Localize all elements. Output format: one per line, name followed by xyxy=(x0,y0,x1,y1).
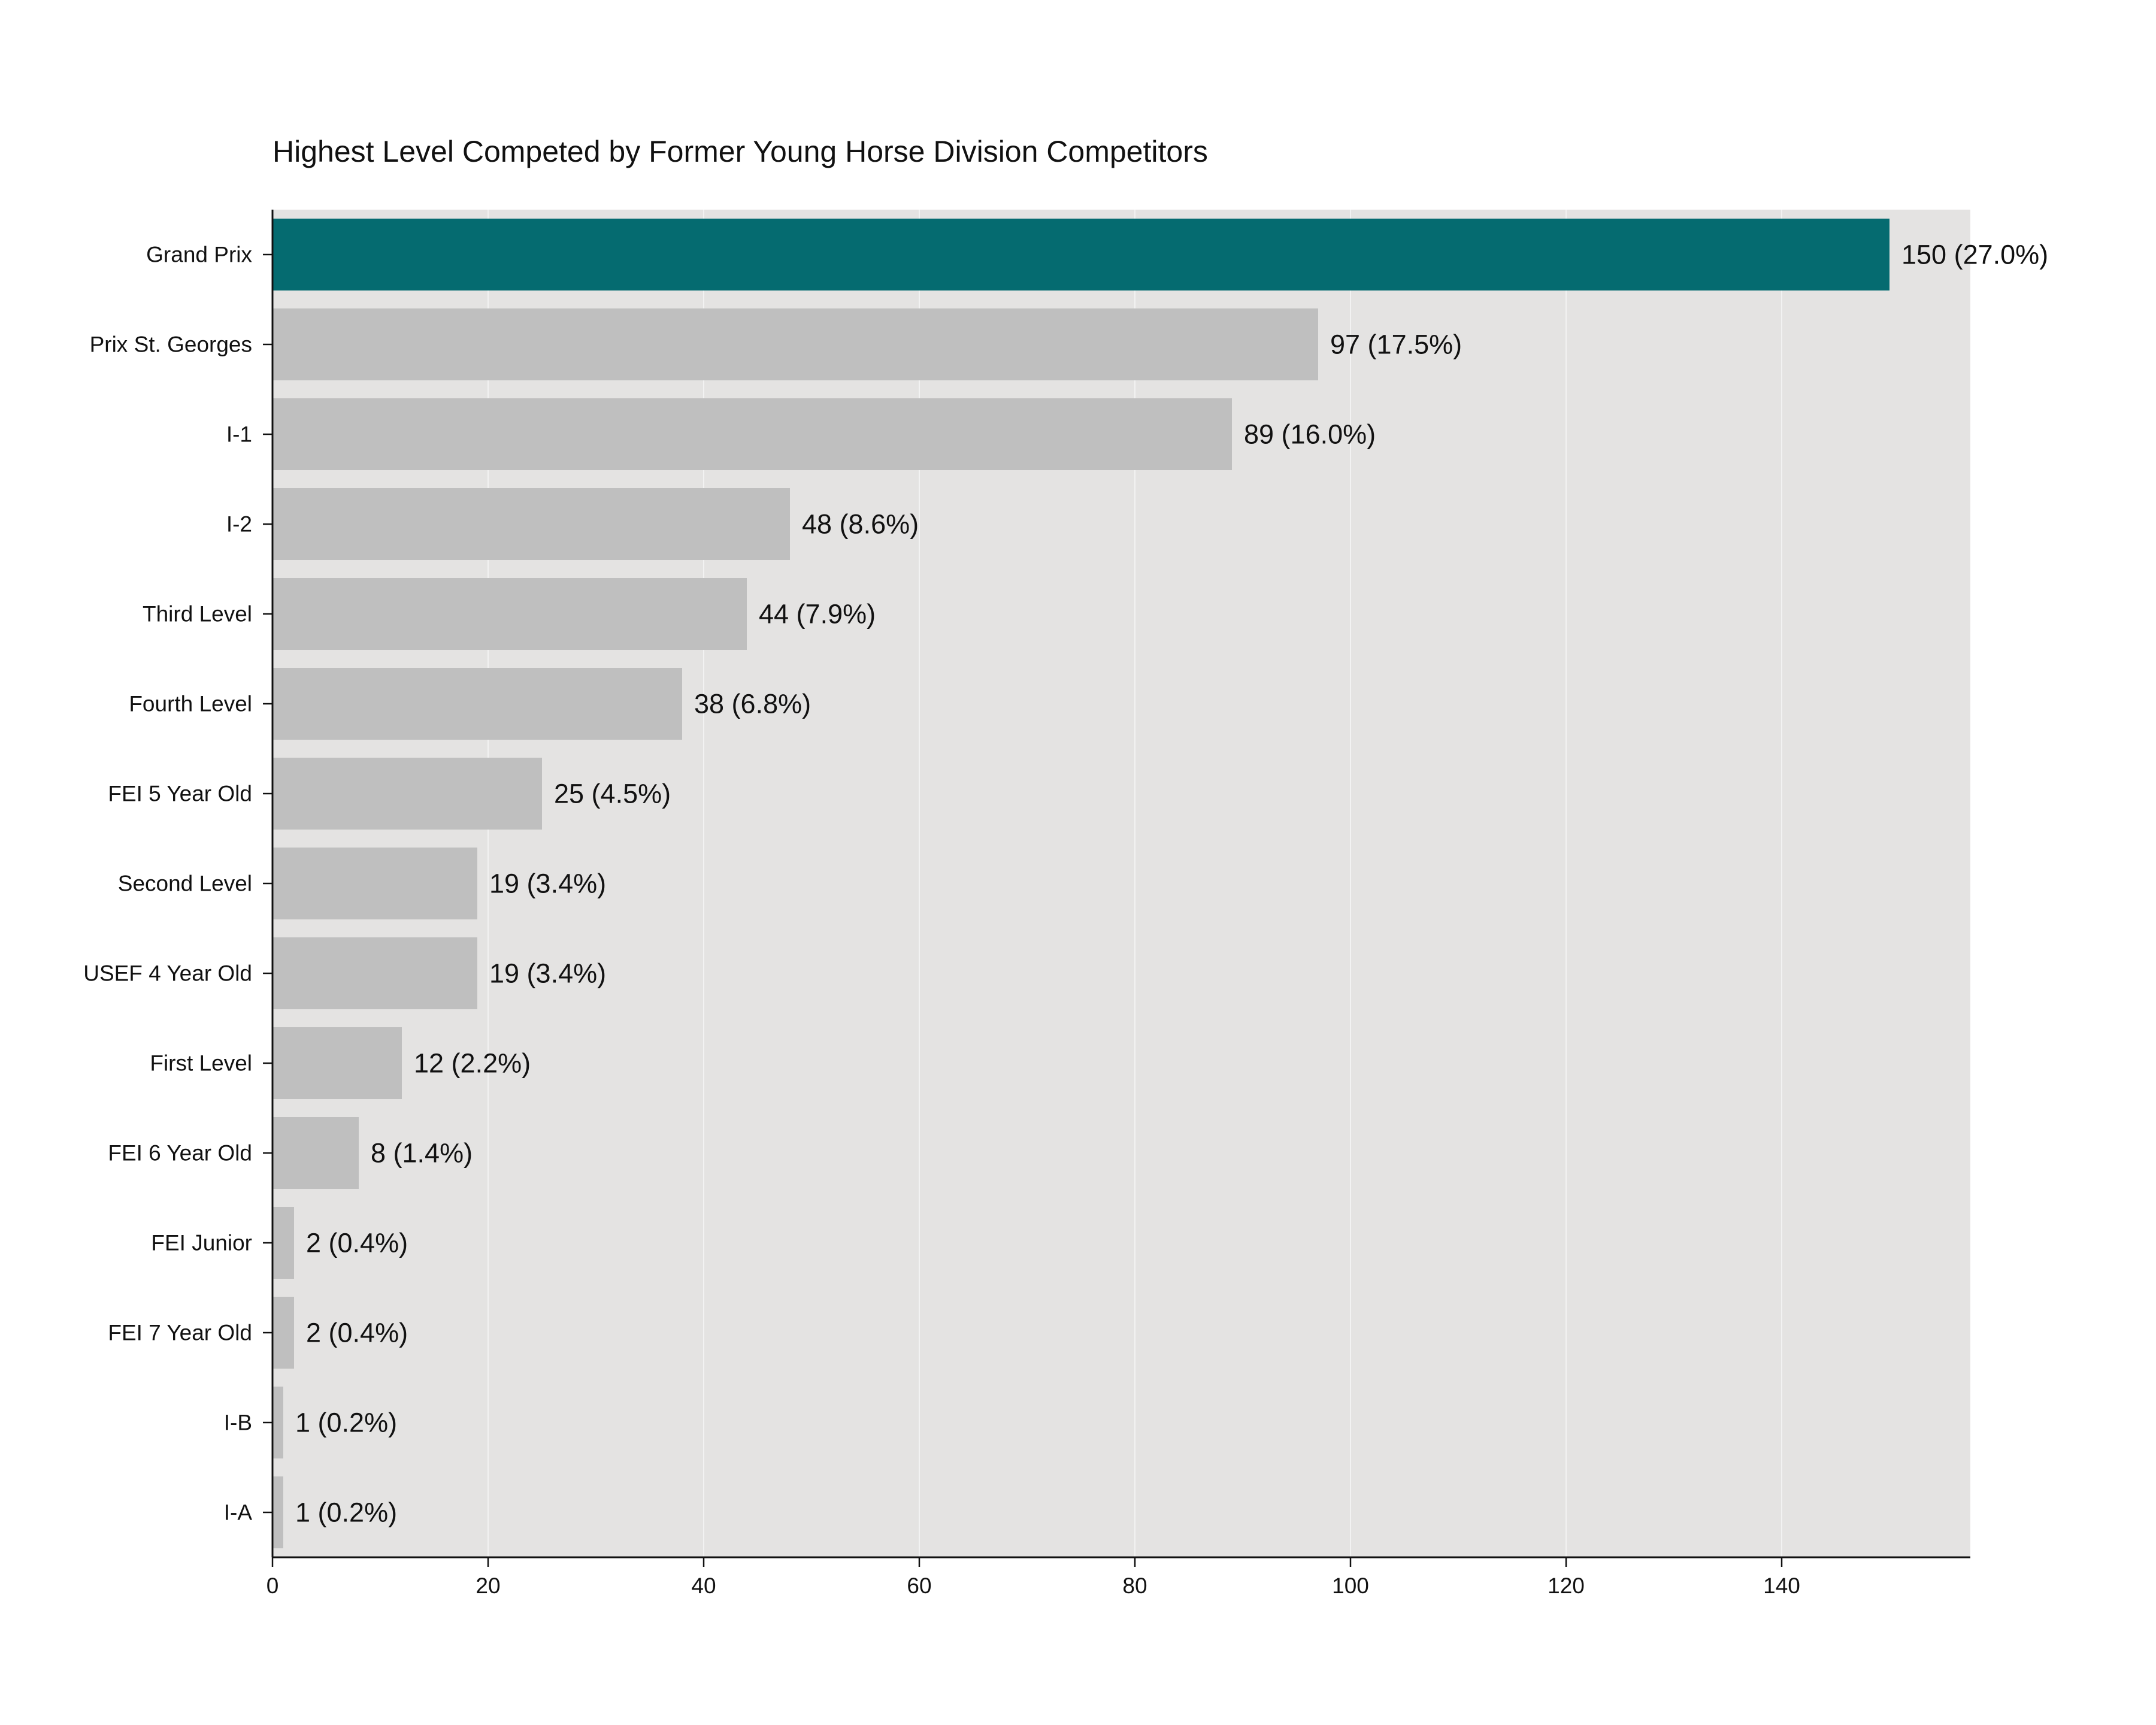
x-tick-label: 80 xyxy=(1122,1573,1147,1598)
bar-value-label: 19 (3.4%) xyxy=(489,868,606,899)
y-tick-label: I-A xyxy=(224,1500,253,1525)
bar xyxy=(272,1387,283,1458)
bar xyxy=(272,1476,283,1548)
bar-value-label: 97 (17.5%) xyxy=(1330,329,1462,360)
bar xyxy=(272,219,1889,290)
bar xyxy=(272,1207,294,1279)
y-tick-label: FEI Junior xyxy=(151,1231,252,1255)
bar-value-label: 12 (2.2%) xyxy=(414,1048,531,1079)
x-tick-label: 20 xyxy=(476,1573,500,1598)
bar-value-label: 48 (8.6%) xyxy=(802,509,919,540)
y-tick-label: USEF 4 Year Old xyxy=(83,961,252,986)
x-tick-label: 120 xyxy=(1548,1573,1585,1598)
x-tick-label: 100 xyxy=(1332,1573,1369,1598)
x-tick-label: 140 xyxy=(1763,1573,1800,1598)
bar xyxy=(272,848,477,919)
bar-value-label: 2 (0.4%) xyxy=(306,1318,408,1348)
x-tick-label: 60 xyxy=(907,1573,931,1598)
bar xyxy=(272,1027,402,1099)
bar-value-label: 44 (7.9%) xyxy=(759,599,876,630)
bar-value-label: 150 (27.0%) xyxy=(1901,240,2048,270)
bar xyxy=(272,668,682,740)
x-tick-label: 40 xyxy=(691,1573,716,1598)
bar-value-label: 1 (0.2%) xyxy=(295,1408,397,1438)
y-tick-label: FEI 7 Year Old xyxy=(108,1321,252,1345)
y-tick-label: I-2 xyxy=(226,512,252,537)
bar-value-label: 89 (16.0%) xyxy=(1244,419,1376,450)
bars: 150 (27.0%) 97 (17.5%) 89 (16.0%) 48 (8.6%)… xyxy=(272,219,2048,1548)
bar xyxy=(272,937,477,1009)
y-tick-label: Prix St. Georges xyxy=(90,332,252,357)
x-tick-label: 0 xyxy=(267,1573,279,1598)
y-tick-label: I-B xyxy=(224,1411,252,1435)
y-tick-label: FEI 6 Year Old xyxy=(108,1141,252,1166)
y-tick-label: Grand Prix xyxy=(146,243,252,267)
axes: Grand Prix Prix St. Georges I-1 I-2 Third Le… xyxy=(83,210,1970,1598)
bar xyxy=(272,1117,359,1189)
y-tick-label: Third Level xyxy=(143,602,252,627)
bar-value-label: 25 (4.5%) xyxy=(554,779,671,809)
bar xyxy=(272,308,1318,380)
bar-value-label: 1 (0.2%) xyxy=(295,1497,397,1528)
bar-value-label: 8 (1.4%) xyxy=(371,1138,473,1169)
bar-value-label: 38 (6.8%) xyxy=(694,689,811,719)
chart-title: Highest Level Competed by Former Young H… xyxy=(272,135,1208,168)
y-tick-label: Fourth Level xyxy=(129,692,252,716)
bar xyxy=(272,578,747,650)
y-tick-label: I-1 xyxy=(226,422,252,447)
bar xyxy=(272,398,1232,470)
bar xyxy=(272,488,790,560)
bar xyxy=(272,758,542,830)
y-tick-label: First Level xyxy=(150,1051,252,1076)
bar xyxy=(272,1297,294,1369)
y-tick-label: Second Level xyxy=(118,871,252,896)
y-tick-label: FEI 5 Year Old xyxy=(108,782,252,806)
bar-value-label: 2 (0.4%) xyxy=(306,1228,408,1258)
bar-value-label: 19 (3.4%) xyxy=(489,958,606,989)
